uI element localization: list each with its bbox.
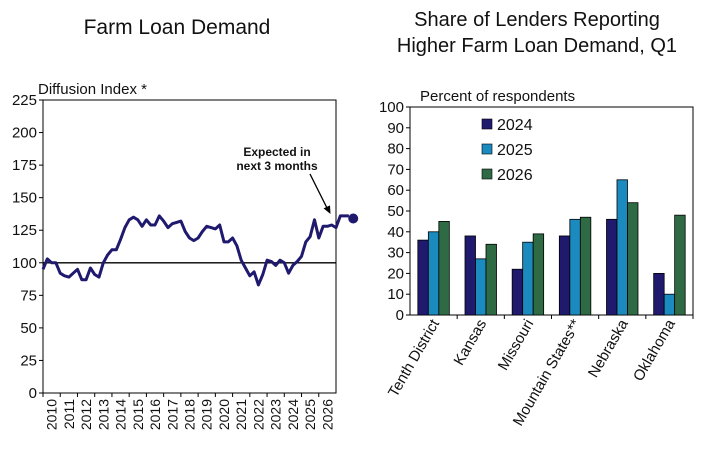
right-y-tick-label: 70 — [387, 161, 404, 178]
bar-2026 — [485, 243, 497, 316]
right-chart: 0 10 20 30 40 50 60 70 80 90 100 Tenth District Kans… — [379, 99, 694, 429]
right-y-tick-label: 60 — [387, 182, 404, 199]
bar-2026 — [532, 233, 545, 316]
left-y-tick-label: 50 — [20, 320, 37, 337]
left-x-tick-label: 2023 — [268, 399, 284, 430]
left-y-tick-label: 175 — [12, 157, 37, 174]
expected-marker — [348, 213, 359, 224]
category-label: Nebraska — [585, 316, 632, 381]
left-x-tick-label: 2024 — [285, 399, 301, 430]
right-y-tick-label: 80 — [387, 141, 404, 158]
left-y-tick-label: 75 — [20, 287, 37, 304]
legend-label-2025: 2025 — [497, 142, 533, 159]
left-x-tick-label: 2010 — [44, 399, 60, 430]
right-y-tick-label: 100 — [379, 99, 404, 116]
bar-2025 — [475, 258, 487, 316]
left-x-tick-label: 2014 — [113, 399, 129, 430]
right-y-tick-label: 0 — [396, 307, 404, 324]
right-y-tick-label: 40 — [387, 224, 404, 241]
left-y-tick-label: 100 — [12, 255, 37, 272]
bar-2024 — [511, 268, 524, 316]
right-chart-title-line2: Higher Farm Loan Demand, Q1 — [397, 35, 677, 57]
bar-2026 — [438, 220, 450, 316]
left-x-tick-label: 2017 — [164, 399, 180, 430]
bar-2025 — [522, 241, 534, 316]
left-x-tick-label: 2026 — [319, 399, 335, 430]
left-y-tick-label: 25 — [20, 352, 37, 369]
left-x-tick-label: 2011 — [61, 399, 77, 429]
bar-2024 — [606, 218, 618, 316]
left-x-tick-label: 2019 — [199, 399, 215, 430]
legend-swatch-2026 — [481, 168, 493, 180]
expected-arrow-head — [323, 205, 331, 214]
right-y-tick-label: 20 — [387, 265, 404, 282]
bar-2025 — [427, 231, 440, 316]
right-y-tick-label: 90 — [387, 120, 404, 137]
bar-2026 — [579, 216, 592, 316]
left-x-tick-label: 2012 — [78, 399, 94, 430]
left-x-tick-label: 2021 — [233, 399, 249, 430]
left-x-tick-label: 2013 — [95, 399, 111, 430]
left-x-tick-label: 2016 — [147, 399, 163, 430]
left-x-tick-label: 2025 — [302, 399, 318, 430]
left-chart-title: Farm Loan Demand — [84, 16, 271, 39]
bar-2024 — [558, 235, 571, 316]
expected-label-line2: next 3 months — [236, 159, 318, 173]
legend-label-2024: 2024 — [497, 117, 533, 134]
left-y-tick-label: 225 — [12, 92, 37, 109]
bar-2025 — [663, 293, 676, 316]
right-y-tick-label: 50 — [387, 203, 404, 220]
right-y-tick-label: 10 — [387, 286, 404, 303]
left-x-tick-label: 2015 — [130, 399, 146, 430]
bar-2024 — [417, 239, 429, 316]
bar-2026 — [627, 202, 639, 316]
left-y-tick-label: 150 — [12, 190, 37, 207]
left-y-tick-label: 0 — [29, 385, 37, 402]
expected-label-line1: Expected in — [243, 145, 310, 159]
category-label: Tenth District — [385, 316, 443, 400]
right-y-tick-label: 30 — [387, 245, 404, 262]
left-y-tick-label: 200 — [12, 125, 37, 142]
category-label: Missouri — [495, 317, 538, 374]
bar-2026 — [674, 214, 686, 316]
left-x-tick-label: 2020 — [216, 399, 232, 430]
legend-label-2026: 2026 — [497, 167, 533, 184]
expected-arrow-line — [309, 173, 329, 211]
right-plot-frame — [409, 106, 694, 316]
left-x-tick-label: 2018 — [182, 399, 198, 430]
left-y-tick-label: 125 — [12, 222, 37, 239]
category-label: Kansas — [450, 317, 490, 369]
bar-2025 — [616, 179, 628, 316]
bar-2025 — [569, 218, 581, 316]
right-chart-ylabel: Percent of respondents — [420, 88, 575, 105]
left-chart-ylabel: Diffusion Index * — [38, 81, 147, 98]
right-chart-title-line1: Share of Lenders Reporting — [414, 9, 660, 31]
left-plot-frame — [42, 99, 337, 394]
legend-swatch-2024 — [481, 118, 493, 130]
farm-loan-demand-line — [41, 214, 349, 287]
category-label: Oklahoma — [630, 316, 679, 384]
bar-2024 — [464, 235, 476, 316]
legend-swatch-2025 — [481, 143, 493, 155]
bar-2024 — [653, 272, 665, 316]
left-x-tick-label: 2022 — [250, 399, 266, 430]
